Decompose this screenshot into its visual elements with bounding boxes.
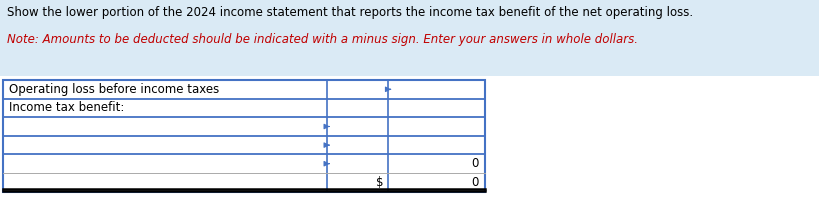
Text: Show the lower portion of the 2024 income statement that reports the income tax : Show the lower portion of the 2024 incom… [7, 6, 693, 19]
Text: 0: 0 [471, 157, 478, 170]
Text: $: $ [376, 176, 383, 189]
Text: Income tax benefit:: Income tax benefit: [9, 101, 124, 114]
Bar [0, 0, 819, 76]
Bar [3, 80, 485, 192]
Text: Operating loss before income taxes: Operating loss before income taxes [9, 83, 219, 96]
Text: Note: Amounts to be deducted should be indicated with a minus sign. Enter your a: Note: Amounts to be deducted should be i… [7, 33, 637, 46]
Text: 0: 0 [471, 176, 478, 189]
